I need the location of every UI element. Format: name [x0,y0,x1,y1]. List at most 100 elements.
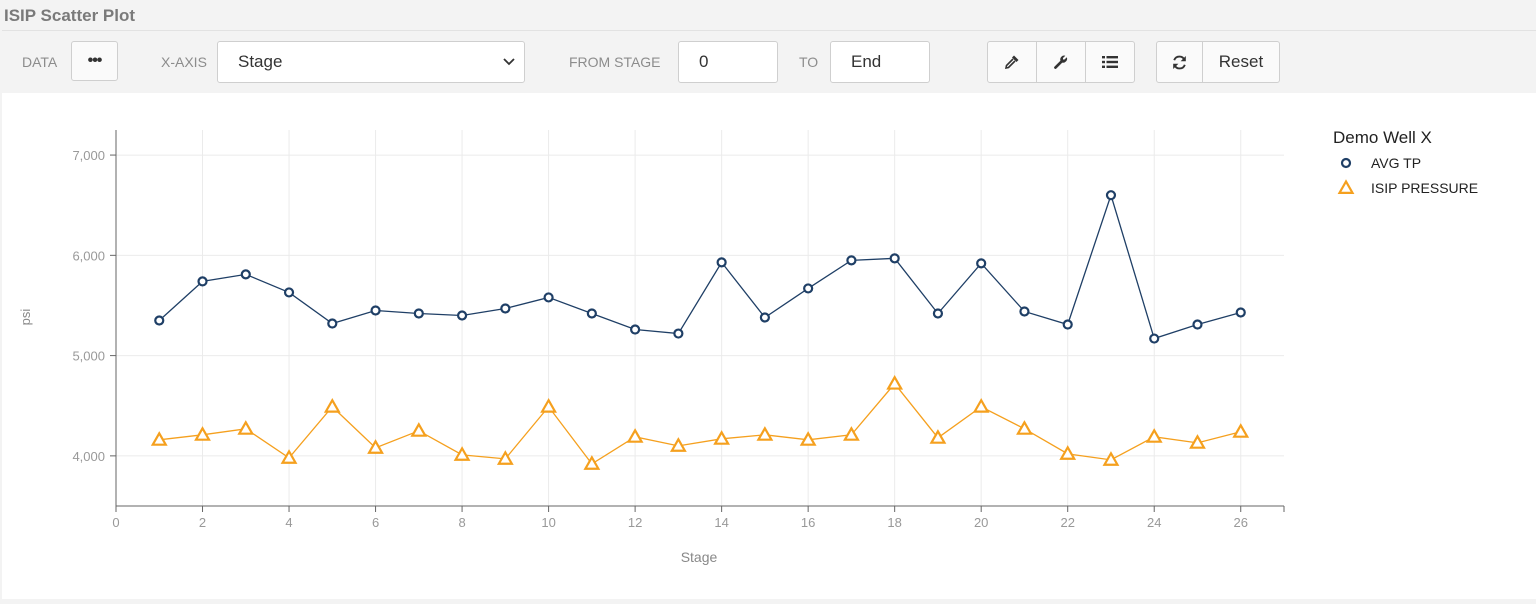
y-tick-label: 6,000 [72,248,105,263]
x-tick-label: 10 [541,515,555,530]
avg-tp-point [197,276,208,287]
isip-pressure-series [150,374,1250,470]
avg-tp-point [976,258,987,269]
avg-tp-legend-marker [1340,157,1352,169]
avg-tp-point [716,257,727,268]
avg-tp-point [1062,319,1073,330]
isip-pressure-point [1016,420,1033,435]
avg-tp-legend-label: AVG TP [1371,155,1421,171]
xaxis-select[interactable]: Stage [217,41,525,83]
x-tick-label: 26 [1234,515,1248,530]
x-tick-label: 2 [199,515,206,530]
wrench-icon [1054,55,1068,69]
isip-pressure-point [972,398,990,413]
isip-pressure-point [843,426,860,441]
x-tick-label: 6 [372,515,379,530]
isip-pressure-point [1102,451,1120,466]
isip-pressure-line [159,382,1241,465]
x-tick-label: 12 [628,515,642,530]
isip-pressure-point [713,430,731,445]
scatter-chart: 0 2 4 6 8 10 12 14 16 18 20 22 24 264,0005,0006,0007,… [18,128,1478,565]
refresh-button[interactable] [1156,41,1203,83]
from-stage-value: 0 [699,52,709,71]
avg-tp-point [500,303,511,314]
data-options-button[interactable]: ••• [71,41,118,81]
toolbar: DATA ••• X-AXIS Stage FROM STAGE 0 TO En… [2,30,1536,93]
isip-pressure-point [626,428,644,443]
xaxis-label: X-AXIS [161,54,207,70]
reset-button[interactable]: Reset [1202,41,1280,83]
x-tick-label: 0 [112,515,119,530]
x-tick-label: 16 [801,515,815,530]
isip-pressure-point [540,398,557,413]
avg-tp-point [932,308,944,319]
avg-tp-point [846,255,857,266]
isip-pressure-point [1059,445,1077,460]
x-axis-label: Stage [681,549,718,565]
isip-pressure-point [280,449,298,464]
x-tick-label: 22 [1060,515,1074,530]
eyedropper-icon [1004,55,1019,70]
avg-tp-point [1019,306,1030,317]
y-tick-label: 4,000 [72,449,105,464]
avg-tp-point [759,312,770,323]
tool-button-group [987,41,1135,83]
y-axis-label: psi [18,309,33,326]
isip-pressure-point [886,374,904,390]
x-tick-label: 20 [974,515,988,530]
avg-tp-point [586,308,597,319]
color-picker-button[interactable] [987,41,1037,83]
isip-pressure-point [583,455,601,470]
chart-panel: 0 2 4 6 8 10 12 14 16 18 20 22 24 26 4,000 5,000 6,000 7,… [2,93,1536,599]
to-stage-input[interactable]: End [830,41,930,83]
to-stage-label: TO [799,54,819,70]
avg-tp-point [240,269,251,280]
chart-grid [116,130,1284,506]
isip-pressure-legend-label: ISIP PRESSURE [1371,180,1478,196]
isip-pressure-point [367,439,384,454]
list-icon [1102,56,1118,68]
avg-tp-point [803,283,814,294]
chevron-down-icon [503,58,515,66]
avg-tp-point [630,324,641,335]
avg-tp-point [327,318,338,329]
isip-pressure-point [237,420,255,435]
isip-pressure-point [799,431,817,446]
avg-tp-point [1235,307,1246,318]
chart-series [150,190,1250,470]
avg-tp-point [1105,190,1117,201]
legend-title: Demo Well X [1333,128,1432,147]
isip-pressure-point [669,437,687,452]
isip-pressure-point [1189,434,1206,449]
to-stage-value: End [851,52,882,71]
x-tick-label: 4 [285,515,292,530]
isip-pressure-point [150,431,168,446]
y-tick-label: 7,000 [72,148,105,163]
avg-tp-point [370,305,381,316]
data-label: DATA [22,54,58,70]
refresh-icon [1173,55,1186,69]
avg-tp-point [543,292,554,303]
avg-tp-point [413,308,424,319]
avg-tp-point [283,287,295,298]
list-view-button[interactable] [1085,41,1135,83]
x-tick-label: 14 [714,515,728,530]
isip-pressure-point [323,398,341,413]
from-stage-input[interactable]: 0 [678,41,778,83]
isip-pressure-point [929,429,947,444]
isip-pressure-point [194,426,211,441]
avg-tp-point [673,328,684,339]
x-tick-label: 24 [1147,515,1161,530]
avg-tp-point [889,253,900,264]
chart-axes: 0 2 4 6 8 10 12 14 16 18 20 22 24 264,0005,0006,0007,… [72,130,1285,530]
settings-button[interactable] [1036,41,1086,83]
avg-tp-point [1149,333,1160,344]
x-tick-label: 8 [458,515,465,530]
from-stage-label: FROM STAGE [569,54,661,70]
avg-tp-line [158,193,1241,340]
avg-tp-point [1192,319,1203,330]
avg-tp-point [456,310,468,321]
isip-pressure-point [756,426,774,441]
x-tick-label: 18 [887,515,901,530]
isip-pressure-point [496,450,514,465]
